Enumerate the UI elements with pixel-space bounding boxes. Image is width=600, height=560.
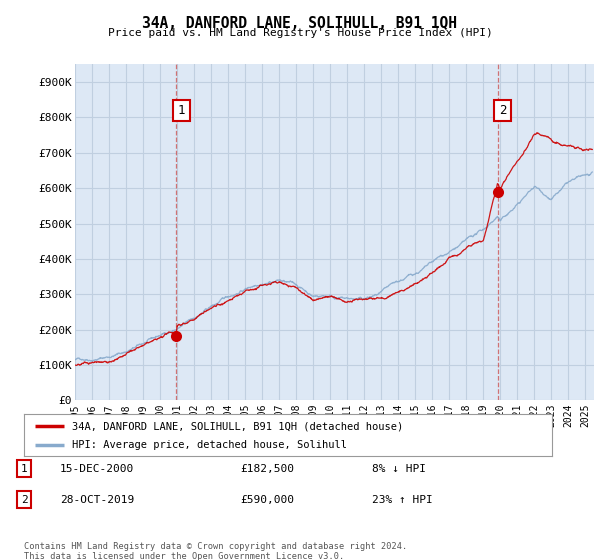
Text: 1: 1 — [20, 464, 28, 474]
Text: 8% ↓ HPI: 8% ↓ HPI — [372, 464, 426, 474]
Text: 34A, DANFORD LANE, SOLIHULL, B91 1QH (detached house): 34A, DANFORD LANE, SOLIHULL, B91 1QH (de… — [71, 421, 403, 431]
Text: 15-DEC-2000: 15-DEC-2000 — [60, 464, 134, 474]
Text: 34A, DANFORD LANE, SOLIHULL, B91 1QH: 34A, DANFORD LANE, SOLIHULL, B91 1QH — [143, 16, 458, 31]
Text: HPI: Average price, detached house, Solihull: HPI: Average price, detached house, Soli… — [71, 440, 347, 450]
Text: 23% ↑ HPI: 23% ↑ HPI — [372, 494, 433, 505]
Text: Price paid vs. HM Land Registry's House Price Index (HPI): Price paid vs. HM Land Registry's House … — [107, 28, 493, 38]
Text: 2: 2 — [20, 494, 28, 505]
Text: £590,000: £590,000 — [240, 494, 294, 505]
Text: 2: 2 — [499, 104, 506, 117]
Text: 28-OCT-2019: 28-OCT-2019 — [60, 494, 134, 505]
Text: 1: 1 — [178, 104, 185, 117]
Text: Contains HM Land Registry data © Crown copyright and database right 2024.
This d: Contains HM Land Registry data © Crown c… — [24, 542, 407, 560]
Text: £182,500: £182,500 — [240, 464, 294, 474]
